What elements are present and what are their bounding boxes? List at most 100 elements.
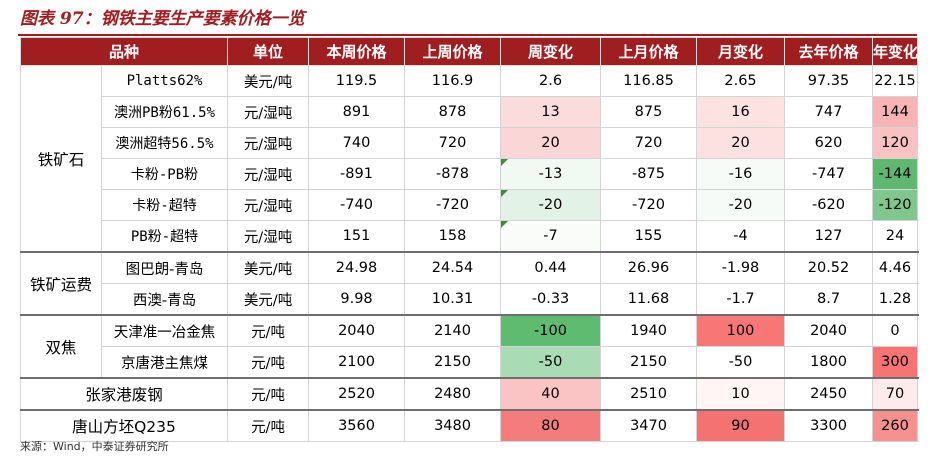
last-year-price: 8.7 bbox=[784, 283, 874, 316]
mom-change: 2.65 bbox=[696, 65, 786, 97]
table-row: 卡粉-超特 元/湿吨 -740 -720 -20 -720 -20 -620 -… bbox=[21, 189, 919, 221]
category-cell: 铁矿运费 bbox=[20, 252, 102, 316]
wow-change: 20 bbox=[500, 127, 602, 159]
variety-name: 卡粉-超特 bbox=[101, 189, 229, 221]
last-year-price: 127 bbox=[784, 220, 874, 253]
yoy-change: 144 bbox=[872, 96, 919, 128]
yoy-change: -144 bbox=[872, 158, 919, 190]
table-row: 唐山方坯Q235 元/吨 3560 3480 80 3470 90 3300 2… bbox=[19, 410, 919, 442]
yoy-change: 22.15 bbox=[872, 65, 919, 97]
mom-change: 10 bbox=[696, 378, 786, 411]
yoy-change: -120 bbox=[872, 189, 919, 221]
wow-change: 0.44 bbox=[500, 252, 602, 284]
last-year-price: 3300 bbox=[784, 410, 874, 442]
table-title: 图表 97：钢铁主要生产要素价格一览 bbox=[20, 9, 305, 29]
last-month-price: 720 bbox=[600, 127, 698, 159]
mom-change: -20 bbox=[696, 189, 786, 221]
header-last-year: 去年价格 bbox=[784, 37, 874, 66]
unit-cell: 美元/吨 bbox=[227, 65, 310, 97]
last-week-price: 158 bbox=[404, 220, 502, 253]
unit-cell: 元/湿吨 bbox=[227, 96, 310, 128]
category-cell: 唐山方坯Q235 bbox=[19, 410, 229, 442]
unit-cell: 美元/吨 bbox=[227, 252, 310, 284]
mom-change: 100 bbox=[696, 315, 786, 347]
wow-change: -13 bbox=[500, 158, 602, 190]
unit-cell: 元/湿吨 bbox=[227, 220, 310, 253]
category-cell: 双焦 bbox=[20, 315, 102, 379]
last-week-price: -878 bbox=[404, 158, 502, 190]
last-week-price: 116.9 bbox=[404, 65, 502, 97]
category-cell: 铁矿石 bbox=[20, 65, 102, 253]
last-month-price: 116.85 bbox=[600, 65, 698, 97]
wow-change: 13 bbox=[500, 96, 602, 128]
header-unit: 单位 bbox=[227, 37, 310, 66]
header-row: 品种 单位 本周价格 上周价格 周变化 上月价格 月变化 去年价格 年变化 bbox=[19, 37, 918, 66]
header-this-week: 本周价格 bbox=[308, 37, 406, 66]
header-last-month: 上月价格 bbox=[600, 37, 698, 66]
last-month-price: 2150 bbox=[600, 346, 698, 379]
unit-cell: 元/吨 bbox=[227, 378, 310, 411]
header-wow: 周变化 bbox=[500, 37, 602, 66]
last-month-price: -720 bbox=[600, 189, 698, 221]
wow-change: -100 bbox=[500, 315, 602, 347]
table-row: 铁矿运费 图巴朗-青岛 美元/吨 24.98 24.54 0.44 26.96 … bbox=[20, 252, 919, 316]
table-row: PB粉-超特 元/湿吨 151 158 -7 155 -4 127 24 bbox=[21, 220, 919, 253]
last-month-price: 2510 bbox=[600, 378, 698, 411]
mom-change: -1.7 bbox=[696, 283, 786, 316]
this-week-price: -891 bbox=[308, 158, 406, 190]
last-month-price: 155 bbox=[600, 220, 698, 253]
wow-change: 2.6 bbox=[500, 65, 602, 97]
table-row: 澳洲超特56.5% 元/湿吨 740 720 20 720 20 620 120 bbox=[21, 127, 919, 159]
wow-change: -7 bbox=[500, 220, 602, 253]
this-week-price: 740 bbox=[308, 127, 406, 159]
this-week-price: 2520 bbox=[308, 378, 406, 411]
last-year-price: -747 bbox=[784, 158, 874, 190]
variety-name: Platts62% bbox=[101, 65, 229, 97]
last-week-price: -720 bbox=[404, 189, 502, 221]
this-week-price: 3560 bbox=[308, 410, 406, 442]
unit-cell: 美元/吨 bbox=[227, 283, 310, 316]
variety-name: 天津准一冶金焦 bbox=[101, 315, 229, 347]
table-row: 双焦 天津准一冶金焦 元/吨 2040 2140 -100 1940 100 2… bbox=[20, 315, 919, 379]
header-yoy: 年变化 bbox=[872, 37, 918, 66]
variety-name: 图巴朗-青岛 bbox=[101, 252, 229, 284]
last-year-price: 620 bbox=[784, 127, 874, 159]
last-week-price: 2140 bbox=[404, 315, 502, 347]
table-row: 西澳-青岛 美元/吨 9.98 10.31 -0.33 11.68 -1.7 8… bbox=[21, 283, 919, 316]
variety-name: 卡粉-PB粉 bbox=[101, 158, 229, 190]
table-row: 铁矿石 Platts62% 美元/吨 119.5 116.9 2.6 116.8… bbox=[20, 65, 919, 253]
yoy-change: 0 bbox=[872, 315, 919, 347]
last-week-price: 10.31 bbox=[404, 283, 502, 316]
unit-cell: 元/湿吨 bbox=[227, 127, 310, 159]
yoy-change: 260 bbox=[872, 410, 919, 442]
last-week-price: 878 bbox=[404, 96, 502, 128]
last-month-price: 11.68 bbox=[600, 283, 698, 316]
last-week-price: 720 bbox=[404, 127, 502, 159]
this-week-price: 9.98 bbox=[308, 283, 406, 316]
table-row: 张家港废钢 元/吨 2520 2480 40 2510 10 2450 70 bbox=[19, 378, 919, 411]
mom-change: -1.98 bbox=[696, 252, 786, 284]
unit-cell: 元/吨 bbox=[227, 315, 310, 347]
unit-cell: 元/吨 bbox=[227, 410, 310, 442]
last-week-price: 2480 bbox=[404, 378, 502, 411]
yoy-change: 24 bbox=[872, 220, 919, 253]
last-year-price: 20.52 bbox=[784, 252, 874, 284]
last-year-price: -620 bbox=[784, 189, 874, 221]
mom-change: 20 bbox=[696, 127, 786, 159]
wow-change: 40 bbox=[500, 378, 602, 411]
title-rule bbox=[18, 34, 917, 36]
last-year-price: 2450 bbox=[784, 378, 874, 411]
header-last-week: 上周价格 bbox=[404, 37, 502, 66]
this-week-price: 151 bbox=[308, 220, 406, 253]
table-row: 京唐港主焦煤 元/吨 2100 2150 -50 2150 -50 1800 3… bbox=[21, 346, 919, 379]
yoy-change: 120 bbox=[872, 127, 919, 159]
unit-cell: 元/湿吨 bbox=[227, 189, 310, 221]
this-week-price: -740 bbox=[308, 189, 406, 221]
mom-change: -16 bbox=[696, 158, 786, 190]
wow-change: -0.33 bbox=[500, 283, 602, 316]
last-week-price: 24.54 bbox=[404, 252, 502, 284]
last-week-price: 2150 bbox=[404, 346, 502, 379]
price-table: 品种 单位 本周价格 上周价格 周变化 上月价格 月变化 去年价格 年变化 铁矿… bbox=[19, 37, 919, 442]
variety-name: 澳洲PB粉61.5% bbox=[101, 96, 229, 128]
yoy-change: 1.28 bbox=[872, 283, 919, 316]
